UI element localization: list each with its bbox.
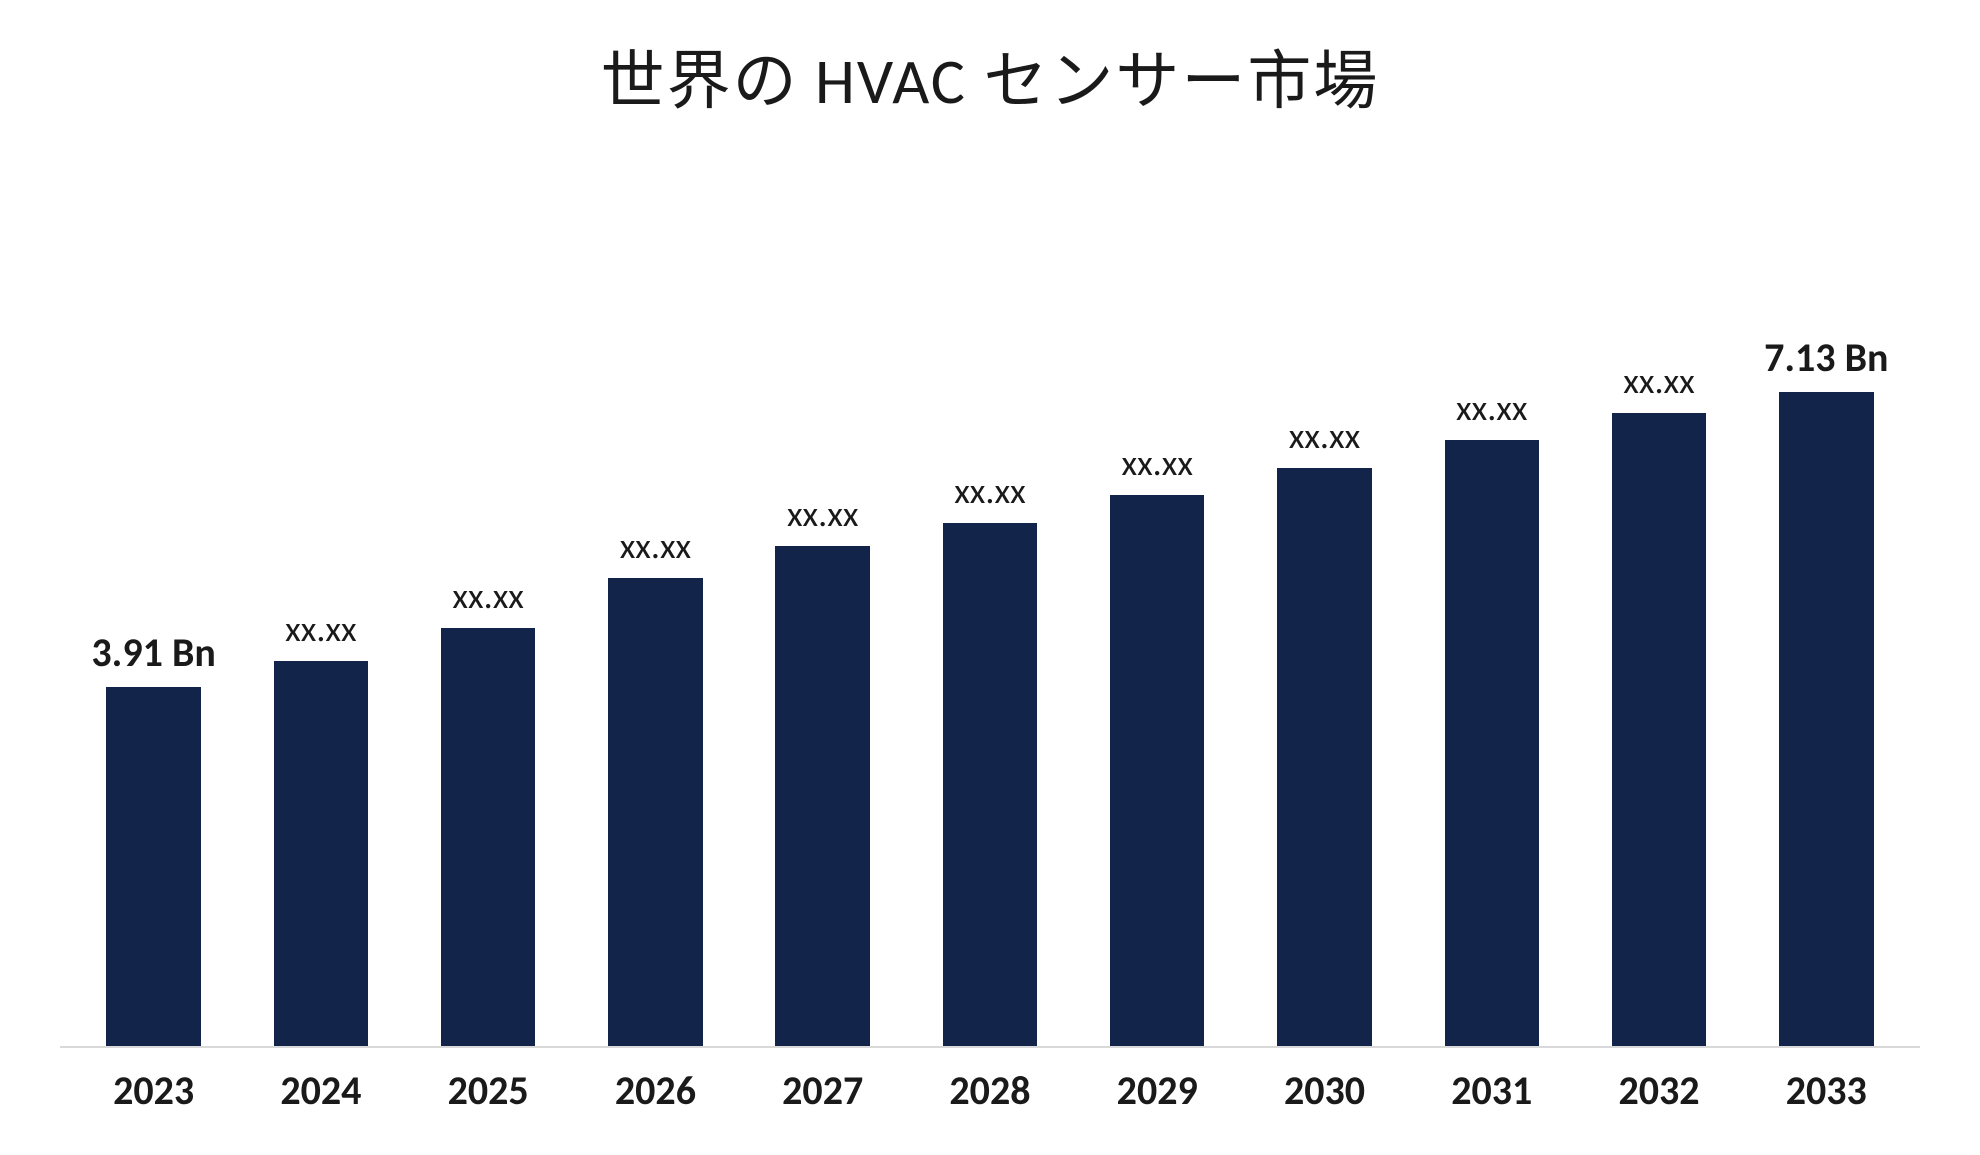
xaxis-row: 2023202420252026202720282029203020312032… [60,1048,1920,1115]
bar [1779,392,1874,1046]
bar-group: xx.xx [572,242,739,1046]
bar [441,628,536,1046]
bar-data-label: 3.91 Bn [91,628,215,677]
chart-title: 世界の HVAC センサー市場 [60,30,1920,122]
bar-data-label: xx.xx [620,524,691,568]
bar [943,523,1038,1046]
bar-data-label: xx.xx [1121,441,1192,485]
xaxis-label: 2026 [572,1066,739,1115]
bar [1277,468,1372,1046]
bar [608,578,703,1046]
bar-group: xx.xx [405,242,572,1046]
bars-row: 3.91 Bn xx.xx xx.xx xx.xx xx.xx xx.xx xx.xx xx.… [60,242,1920,1048]
xaxis-label: 2032 [1575,1066,1742,1115]
xaxis-label: 2030 [1241,1066,1408,1115]
bar-data-label: xx.xx [1456,386,1527,430]
bar-group: xx.xx [237,242,404,1046]
bar-data-label: xx.xx [954,469,1025,513]
bar [1110,495,1205,1046]
bar-group: xx.xx [1408,242,1575,1046]
xaxis-label: 2027 [739,1066,906,1115]
chart-area: 3.91 Bn xx.xx xx.xx xx.xx xx.xx xx.xx xx.xx xx.… [60,242,1920,1115]
bar-data-label: xx.xx [1289,414,1360,458]
bar-data-label: xx.xx [452,574,523,618]
xaxis-label: 2031 [1408,1066,1575,1115]
bar-group: 3.91 Bn [70,242,237,1046]
bar-group: xx.xx [1241,242,1408,1046]
bar [106,687,201,1046]
bar-group: xx.xx [1575,242,1742,1046]
bar-group: xx.xx [906,242,1073,1046]
xaxis-label: 2023 [70,1066,237,1115]
xaxis-label: 2024 [237,1066,404,1115]
bar [1445,440,1540,1046]
bar-group: 7.13 Bn [1743,242,1910,1046]
bar [1612,413,1707,1046]
xaxis-label: 2028 [906,1066,1073,1115]
bar [274,661,369,1046]
bar-data-label: 7.13 Bn [1764,333,1888,382]
bar-group: xx.xx [739,242,906,1046]
xaxis-label: 2025 [405,1066,572,1115]
bar [775,546,870,1046]
bar-group: xx.xx [1074,242,1241,1046]
xaxis-label: 2033 [1743,1066,1910,1115]
bar-data-label: xx.xx [1623,359,1694,403]
xaxis-label: 2029 [1074,1066,1241,1115]
bar-data-label: xx.xx [285,607,356,651]
bar-data-label: xx.xx [787,492,858,536]
